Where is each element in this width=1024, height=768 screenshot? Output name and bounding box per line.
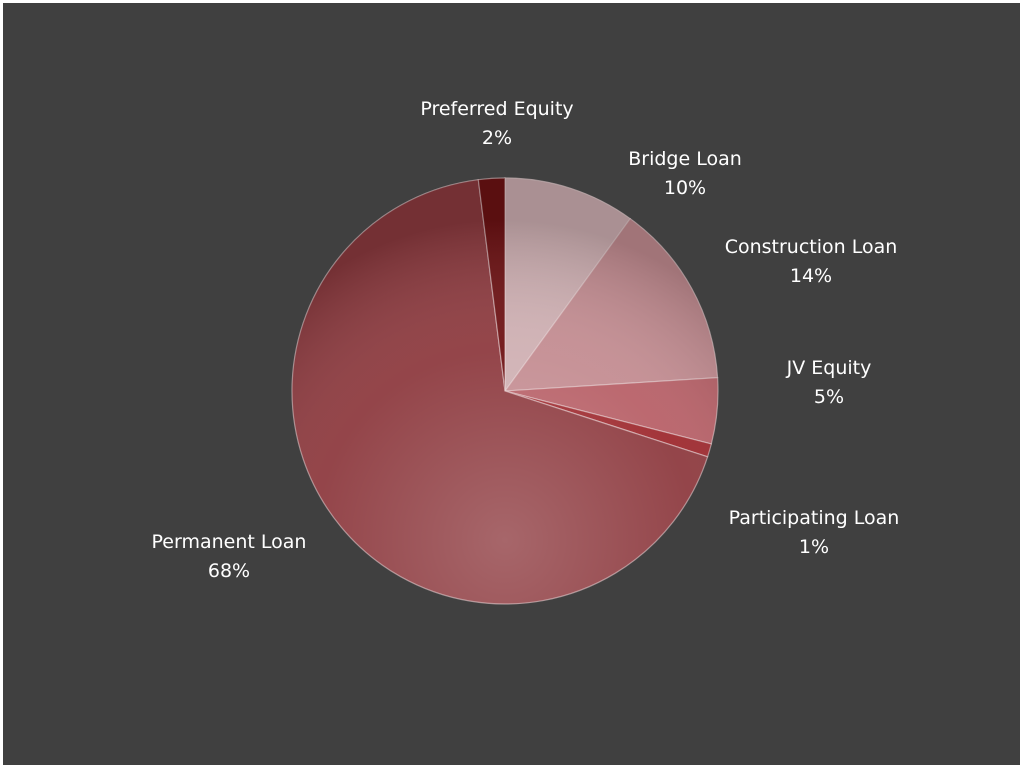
slice-value-bridge-loan: 10% (664, 177, 706, 199)
slice-value-participating-loan: 1% (799, 536, 829, 558)
slice-value-construction-loan: 14% (790, 265, 832, 287)
slice-label-jv-equity: JV Equity (786, 357, 872, 379)
slice-label-preferred-equity: Preferred Equity (420, 98, 573, 120)
slice-value-preferred-equity: 2% (482, 127, 512, 149)
slice-label-construction-loan: Construction Loan (725, 236, 898, 258)
slice-label-participating-loan: Participating Loan (729, 507, 900, 529)
slice-value-permanent-loan: 68% (208, 560, 250, 582)
pie-chart: Bridge Loan 10% Construction Loan 14% JV Equ… (152, 98, 900, 605)
slice-label-permanent-loan: Permanent Loan (152, 531, 307, 553)
slice-value-jv-equity: 5% (814, 386, 844, 408)
pie-slices (291, 177, 719, 605)
chart-area: Bridge Loan 10% Construction Loan 14% JV Equ… (3, 3, 1020, 765)
pie-labels: Bridge Loan 10% Construction Loan 14% JV Equ… (152, 98, 900, 582)
slice-label-bridge-loan: Bridge Loan (628, 148, 742, 170)
